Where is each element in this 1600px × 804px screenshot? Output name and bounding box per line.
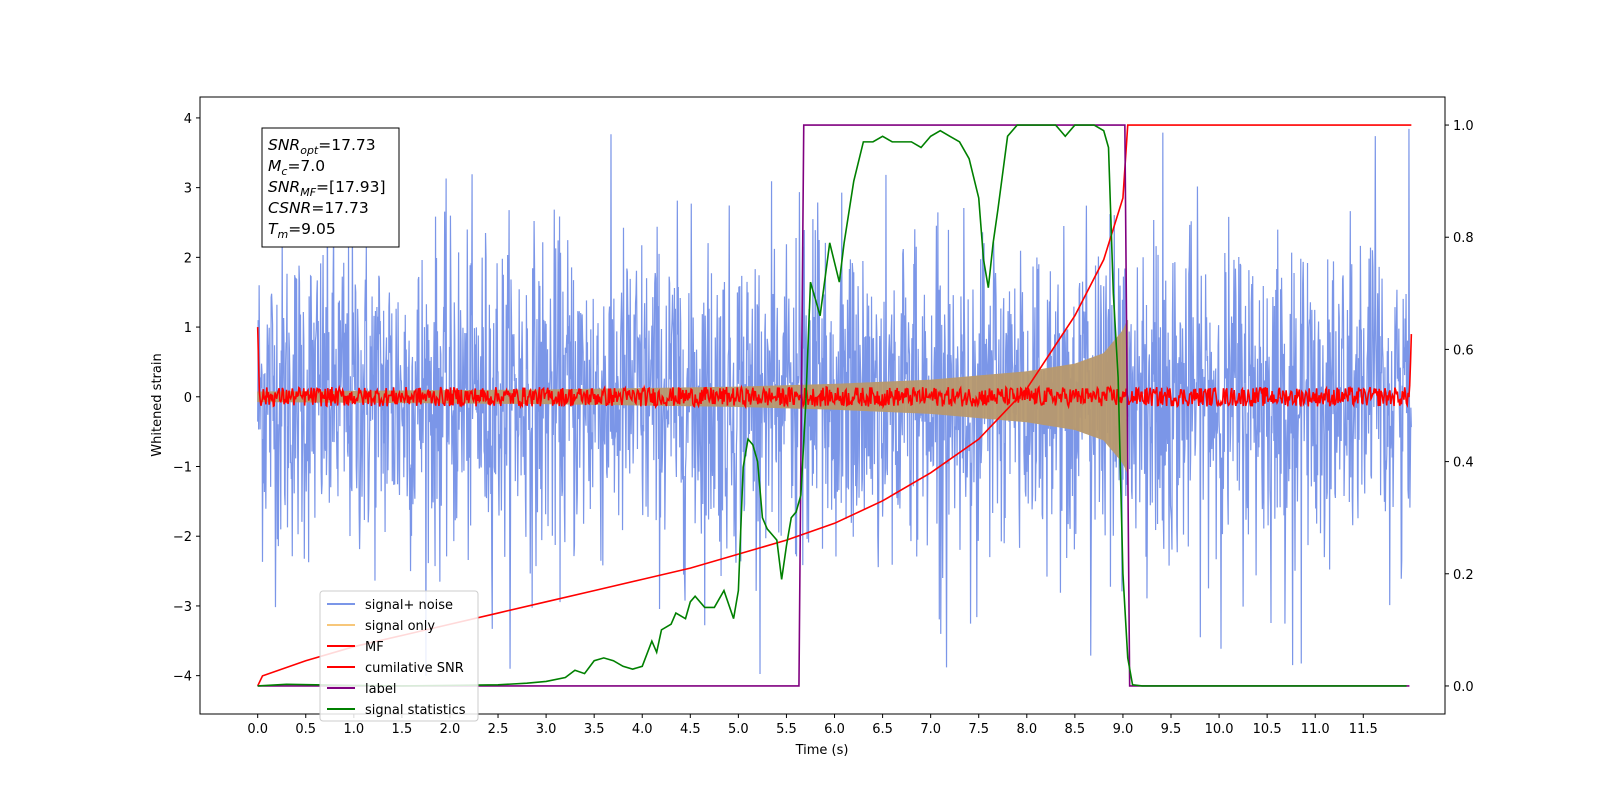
y-right-tick-label: 0.8 <box>1453 231 1474 246</box>
x-tick-label: 6.0 <box>824 722 845 737</box>
legend-label: signal only <box>365 619 435 634</box>
annotation-frame <box>261 127 400 248</box>
y-right-tick-label: 0.0 <box>1453 680 1474 695</box>
x-tick-label: 8.0 <box>1016 722 1037 737</box>
x-tick-label: 2.5 <box>488 722 509 737</box>
legend-label: MF <box>365 640 384 655</box>
x-tick-label: 11.5 <box>1349 722 1378 737</box>
series-signal-statistics <box>257 124 1407 687</box>
annotation-line: CSNR=17.73 <box>268 199 369 217</box>
x-tick-label: 4.0 <box>632 722 653 737</box>
axes-frame <box>199 96 1446 715</box>
legend: signal+ noise signal only MF cumilative SNR… <box>319 590 479 722</box>
x-axis-label: Time (s) <box>795 743 849 758</box>
y-tick-label: −1 <box>173 461 192 476</box>
x-tick-label: 5.0 <box>728 722 749 737</box>
annotation-line: SNRopt=17.73 <box>268 136 376 157</box>
x-tick-label: 7.5 <box>968 722 989 737</box>
series-mf <box>256 327 1413 410</box>
x-tick-label: 0.5 <box>295 722 316 737</box>
y-right-tick-label: 0.4 <box>1453 456 1474 471</box>
x-tick-label: 5.5 <box>776 722 797 737</box>
y-tick-label: 0 <box>184 391 192 406</box>
y-right-tick-label: 0.2 <box>1453 568 1474 583</box>
x-tick-label: 2.0 <box>440 722 461 737</box>
x-tick-label: 0.0 <box>247 722 268 737</box>
x-tick-label: 8.5 <box>1065 722 1086 737</box>
annotation-line: SNRMF=[17.93] <box>268 178 386 199</box>
y-tick-label: −4 <box>173 670 192 685</box>
axis-ticks: 0.0 0.5 1.0 1.5 2.0 2.5 3.0 3.5 4.0 4.5 5.0 5.5 6.0 6… <box>173 112 1474 737</box>
y-right-tick-label: 0.6 <box>1453 343 1474 358</box>
y-tick-label: 3 <box>184 182 192 197</box>
annotation-line: Tm=9.05 <box>268 220 336 241</box>
x-tick-label: 9.5 <box>1161 722 1182 737</box>
x-tick-label: 3.0 <box>536 722 557 737</box>
x-tick-label: 11.0 <box>1301 722 1330 737</box>
y-tick-label: −3 <box>173 600 192 615</box>
y-tick-label: 4 <box>184 112 192 127</box>
x-tick-label: 10.5 <box>1253 722 1282 737</box>
x-tick-label: 3.5 <box>584 722 605 737</box>
y-tick-label: 1 <box>184 321 192 336</box>
x-tick-label: 7.0 <box>920 722 941 737</box>
x-tick-label: 4.5 <box>680 722 701 737</box>
annotation-line: Mc=7.0 <box>268 157 325 178</box>
annotation-box: SNRopt=17.73Mc=7.0SNRMF=[17.93]CSNR=17.7… <box>261 127 400 248</box>
x-tick-label: 9.0 <box>1113 722 1134 737</box>
x-tick-label: 6.5 <box>872 722 893 737</box>
x-tick-label: 1.5 <box>392 722 413 737</box>
legend-label: signal statistics <box>365 703 466 718</box>
x-tick-label: 1.0 <box>343 722 364 737</box>
y-right-tick-label: 1.0 <box>1453 119 1474 134</box>
legend-label: signal+ noise <box>365 598 453 613</box>
legend-frame <box>319 590 479 722</box>
y-tick-label: 2 <box>184 251 192 266</box>
y-tick-label: −2 <box>173 530 192 545</box>
legend-label: cumilative SNR <box>365 661 464 676</box>
x-tick-label: 10.0 <box>1205 722 1234 737</box>
legend-label: label <box>365 682 396 697</box>
y-axis-label: Whitened strain <box>150 353 165 456</box>
